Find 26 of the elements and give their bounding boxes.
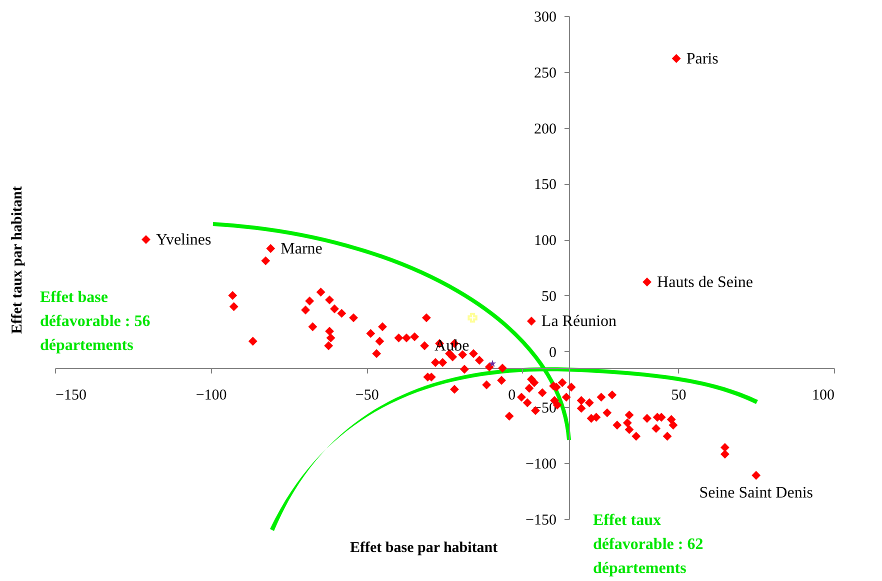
x-axis-title: Effet base par habitant xyxy=(350,540,498,557)
annotation: La Réunion xyxy=(541,313,617,330)
x-tick-label: 0 xyxy=(508,388,516,404)
annotation: Aube xyxy=(434,338,470,355)
y-tick-label: 150 xyxy=(534,177,556,194)
x-tick-label: 50 xyxy=(671,388,686,404)
annotation: Effet base défavorable : 56 départements xyxy=(40,288,152,356)
annotation: Hauts de Seine xyxy=(657,274,754,292)
y-tick-label: −150 xyxy=(526,512,556,528)
annotation: Paris xyxy=(686,50,718,68)
annotation: Yvelines xyxy=(156,232,212,249)
x-tick-label: 100 xyxy=(812,388,834,404)
annotation: Effet taux défavorable : 62 départements xyxy=(593,511,704,579)
y-tick-label: 0 xyxy=(549,344,556,361)
x-tick-label: −100 xyxy=(196,388,227,404)
y-tick-label: −100 xyxy=(526,456,556,473)
y-tick-label: 200 xyxy=(534,121,556,138)
x-tick-label: −150 xyxy=(56,388,86,404)
y-tick-label: 250 xyxy=(534,65,556,82)
annotation: Seine Saint Denis xyxy=(699,484,813,502)
y-tick-label: 100 xyxy=(534,233,556,250)
annotation: Marne xyxy=(280,240,322,258)
y-tick-label: 300 xyxy=(534,10,556,26)
y-axis-title: Effet taux par habitant xyxy=(10,186,26,334)
y-tick-label: 50 xyxy=(542,288,556,305)
x-tick-label: −50 xyxy=(355,388,379,404)
